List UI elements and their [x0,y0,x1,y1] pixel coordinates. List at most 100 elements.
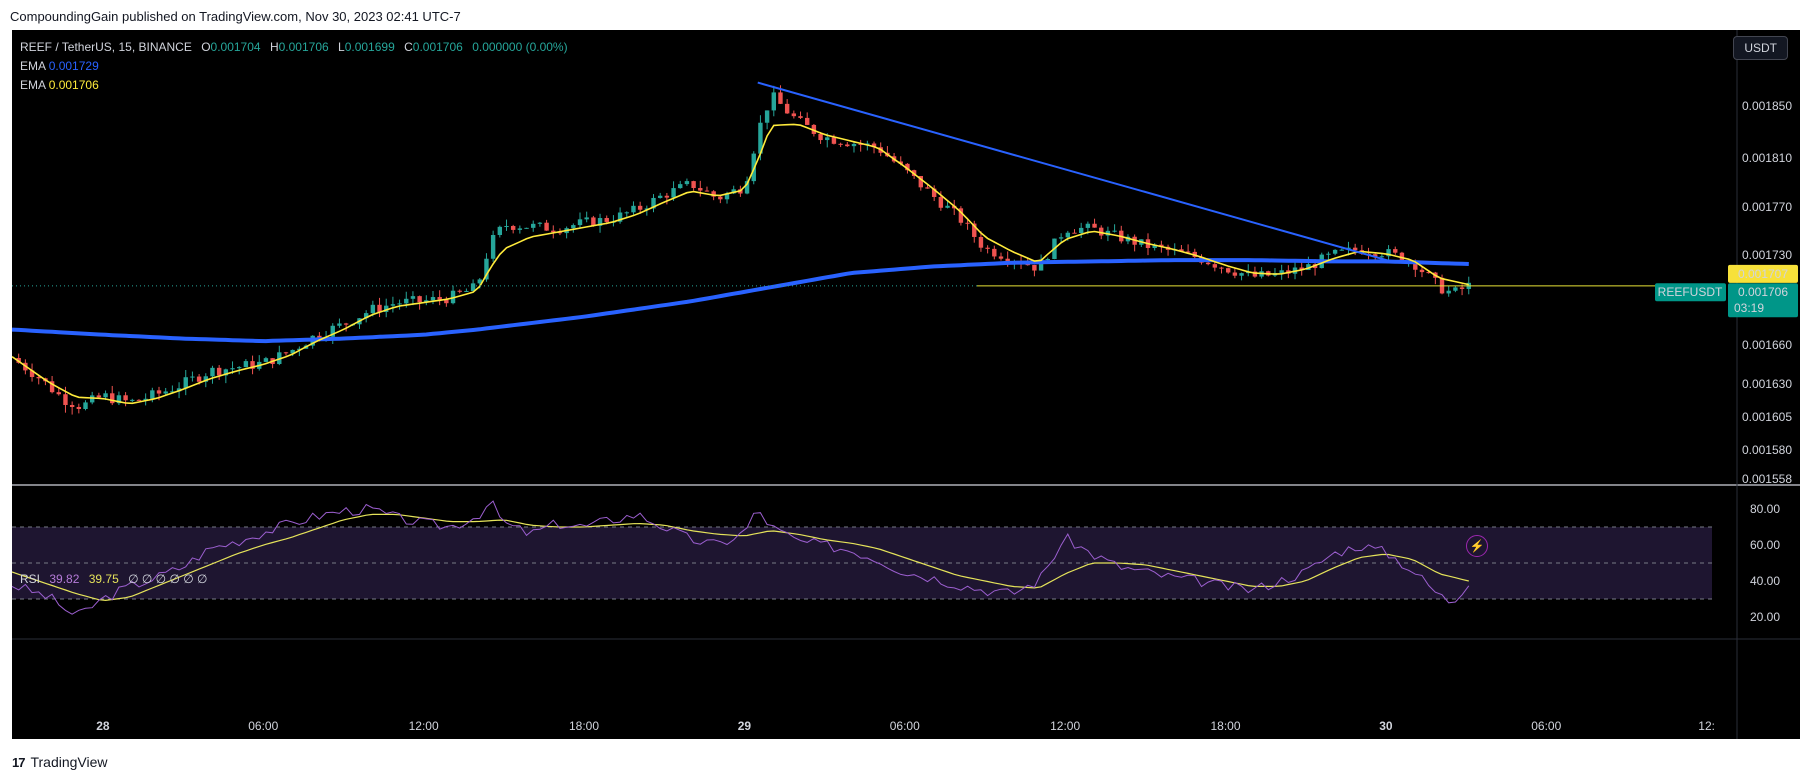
tradingview-logo-icon: 17 [12,754,26,770]
candle-body [764,110,770,123]
high-key: H [269,40,279,54]
trendline [757,81,1392,263]
candle [978,231,984,252]
ema-price-value: 0.001707 [1738,267,1788,281]
candle [524,227,529,229]
candle [76,403,82,414]
candle-body [404,298,409,304]
candle-body [898,161,903,164]
candle [1112,224,1117,233]
candle [631,201,636,215]
candle [216,365,222,380]
candle [744,176,750,195]
candle [116,391,122,406]
candle-body [1252,271,1258,277]
candle-body [637,205,643,210]
candle [1272,268,1278,278]
candle-body [29,370,35,378]
candle [517,225,523,234]
candle-body [591,217,596,226]
candle-body [1373,254,1378,257]
candle [1446,285,1451,297]
candle-body [317,335,322,339]
ema-fast-row[interactable]: EMA 0.001706 [20,76,568,95]
candle-body [230,368,235,370]
candle-body [718,196,723,200]
candle [972,220,977,243]
candle-body [624,212,629,214]
candle [531,220,536,232]
rsi-legend[interactable]: RSI 39.82 39.75 ∅ ∅ ∅ ∅ ∅ ∅ [20,572,208,586]
candle-body [544,222,549,231]
ema-price-tag [1728,264,1798,283]
ohlc-row: REEF / TetherUS, 15, BINANCE O0.001704 H… [20,38,568,57]
candle-body [110,393,115,404]
rsi-ma-line [12,513,1469,602]
candle-body [1225,268,1231,273]
candle-body [577,219,583,226]
candle-body [1352,247,1358,251]
candle [624,211,629,218]
ema-fast-value: 0.001706 [48,78,99,92]
candle-body [210,367,215,377]
candle-body [1179,249,1184,252]
candle-body [865,143,870,145]
candle-body [1185,251,1191,253]
candle [283,351,289,356]
candle [210,365,215,384]
price-legend: REEF / TetherUS, 15, BINANCE O0.001704 H… [20,38,568,95]
candle [1393,246,1398,255]
candle [1232,267,1238,279]
candle-body [1279,270,1284,274]
candles [16,85,1471,415]
candle-body [825,137,830,141]
candle-body [838,143,843,145]
candle-body [103,393,108,398]
candle-body [1032,264,1037,271]
price-tick-label: 0.001630 [1742,377,1792,391]
candle-body [1386,249,1391,257]
candle [1179,245,1184,252]
candle [1419,266,1425,278]
symbol-title[interactable]: REEF / TetherUS, 15, BINANCE [20,40,192,54]
candle-body [992,248,997,257]
candle-body [1005,258,1010,262]
candle-body [784,103,790,114]
candle-body [390,304,396,306]
candle [190,371,195,382]
candle-body [1219,267,1224,269]
chart-canvas[interactable]: 0.001850 0.001810 0.001770 0.001730 0.001660… [12,30,1800,739]
candle [597,213,603,233]
candle [985,245,990,254]
candle-body [972,223,977,237]
candle-body [731,189,736,194]
candle [998,252,1004,261]
candle-body [156,390,162,394]
candle [958,206,964,226]
time-tick-label: 18:00 [1211,719,1241,733]
symbol-tag-label: REEFUSDT [1658,285,1723,299]
ema-slow-row[interactable]: EMA 0.001729 [20,57,568,76]
candle [390,296,396,313]
candle [343,322,349,332]
candle-body [176,388,182,392]
lightning-icon[interactable]: ⚡ [1466,535,1488,557]
candle [437,290,442,306]
time-tick-label: 12: [1698,719,1715,733]
currency-button[interactable]: USDT [1733,36,1788,60]
candle-body [397,303,402,305]
candle [1212,262,1218,272]
candle-body [1393,249,1398,253]
candle [805,112,810,126]
candle-body [678,184,683,189]
candle-body [664,195,670,198]
candle-body [497,226,503,235]
last-price-value: 0.001706 [1738,285,1788,299]
candle [377,297,382,318]
candle [651,194,656,213]
candle [290,349,295,357]
candle [243,359,249,368]
chart-frame[interactable]: 0.001850 0.001810 0.001770 0.001730 0.001660… [12,30,1800,739]
candle [637,201,643,214]
candle-body [297,348,302,350]
